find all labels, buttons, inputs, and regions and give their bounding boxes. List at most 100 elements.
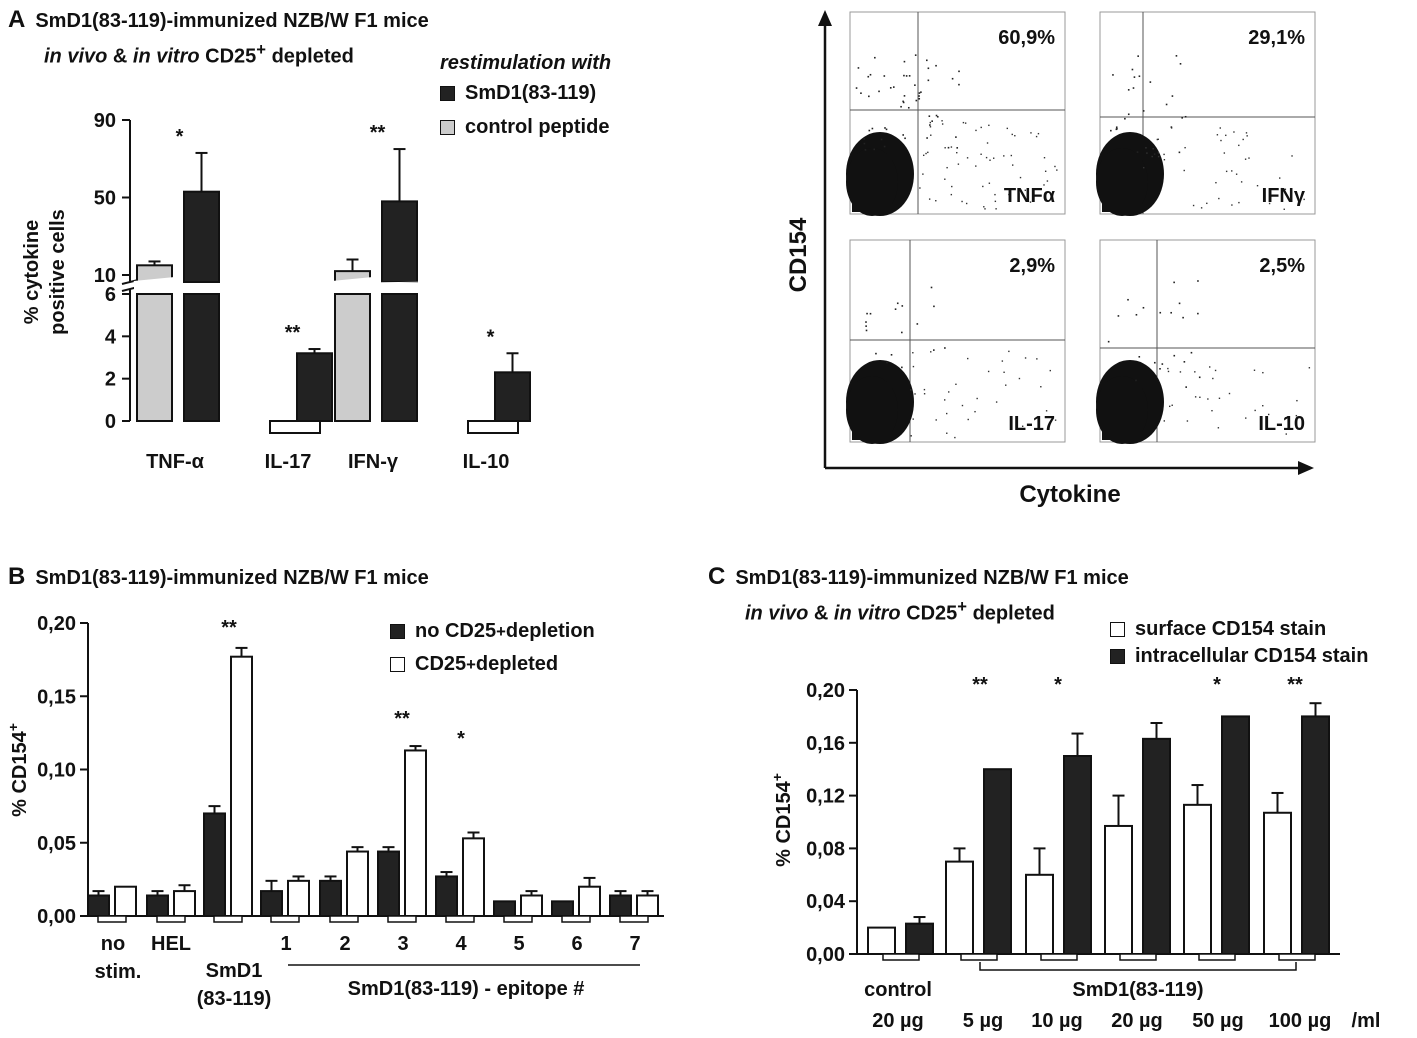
flow-dot bbox=[1116, 128, 1118, 130]
c-bar-intra-0 bbox=[905, 922, 934, 956]
a-break-strip bbox=[134, 283, 434, 293]
b-bar-nodepl-0 bbox=[87, 894, 110, 917]
b-zero-marker-4 bbox=[329, 915, 359, 923]
flow-dot bbox=[935, 200, 937, 202]
flow-dot bbox=[1248, 157, 1250, 159]
b-ytick-label: 0,05 bbox=[37, 833, 76, 855]
panel-c-legend-surface: surface CD154 stain bbox=[1110, 618, 1326, 641]
b-bar-nodepl-8 bbox=[551, 900, 574, 917]
c-xlabel-dose-4: 100 µg bbox=[1269, 1010, 1332, 1032]
c-ylabel: % CD154+ bbox=[769, 773, 795, 867]
flow-dot bbox=[1145, 147, 1147, 149]
b-xlabel-hel: HEL bbox=[151, 933, 191, 955]
b-bar-nodepl-9 bbox=[609, 894, 632, 917]
c-ytick-label: 0,16 bbox=[806, 733, 845, 755]
panel-a-legend-control: control peptide bbox=[440, 116, 609, 139]
flow-dot bbox=[1179, 371, 1182, 373]
flow-dot bbox=[989, 159, 991, 161]
flow-dot bbox=[1211, 409, 1213, 412]
b-zero-marker-0 bbox=[97, 915, 127, 923]
flow-dot bbox=[1285, 433, 1287, 435]
flow-dot bbox=[867, 75, 870, 78]
flow-dot bbox=[1225, 170, 1228, 173]
flow-dot bbox=[994, 193, 996, 196]
c-xlabel-group: SmD1(83-119) bbox=[1072, 979, 1203, 1001]
a-ylabel: % cytokine positive cells bbox=[21, 209, 69, 335]
flow-dot bbox=[1217, 427, 1220, 429]
a-bar-smd1-2-upper bbox=[381, 200, 418, 283]
flow-dot bbox=[865, 321, 867, 323]
flow-dot bbox=[878, 90, 880, 93]
panel-a-title: A SmD1(83-119)-immunized NZB/W F1 mice bbox=[8, 6, 429, 34]
flow-dot bbox=[922, 173, 924, 175]
flow-dot bbox=[1266, 426, 1268, 429]
flow-dot bbox=[873, 148, 876, 151]
flow-dot bbox=[922, 154, 925, 157]
flow-dot bbox=[1159, 311, 1162, 314]
b-xlabel-smd1-1: SmD1 bbox=[206, 960, 263, 982]
flow-dot bbox=[946, 412, 948, 415]
flow-dot bbox=[1218, 197, 1220, 200]
panel-a-letter: A bbox=[8, 6, 26, 33]
panel-c-cd25-sup: + bbox=[957, 597, 968, 616]
flow-dot bbox=[948, 391, 950, 393]
c-group-bracket bbox=[979, 962, 1297, 971]
b-bar-nodepl-5 bbox=[377, 850, 400, 917]
flow-dot bbox=[1215, 181, 1217, 184]
flow-dot bbox=[962, 121, 965, 124]
flow-dot bbox=[1153, 361, 1156, 364]
flow-dot bbox=[900, 105, 902, 108]
flow-dot bbox=[1182, 316, 1184, 319]
flow-dot bbox=[1253, 369, 1256, 371]
flow-dot bbox=[927, 67, 930, 70]
flow-dot bbox=[958, 70, 960, 73]
flow-dot bbox=[1220, 139, 1222, 142]
flow-dot bbox=[874, 56, 876, 59]
flow-dot bbox=[985, 156, 988, 159]
flow-dot bbox=[1024, 189, 1026, 192]
flow-dot bbox=[1003, 155, 1005, 157]
flow-dot bbox=[1216, 134, 1219, 136]
panel-b-chart: 0,000,050,100,150,20% CD154+*****nostim.… bbox=[5, 613, 664, 1010]
flow-dot bbox=[1112, 74, 1114, 76]
flow-dot bbox=[1012, 164, 1014, 166]
b-bar-depl-8 bbox=[578, 885, 601, 918]
flow-dot bbox=[865, 325, 867, 327]
a-bar-control-3-zero bbox=[467, 420, 519, 434]
flow-dot bbox=[894, 308, 897, 310]
flow-dot bbox=[1110, 129, 1112, 132]
b-ytick-label: 0,15 bbox=[37, 686, 76, 708]
b-bar-nodepl-6 bbox=[435, 875, 458, 918]
c-bar-surface-3 bbox=[1104, 824, 1133, 956]
flow-plot-1: 29,1% IFNγ bbox=[1096, 11, 1316, 216]
b-bar-depl-0 bbox=[114, 885, 137, 918]
flow-dot bbox=[995, 208, 997, 210]
flow-dot bbox=[954, 436, 956, 439]
flow-plot-3: 2,5% IL-10 bbox=[1096, 239, 1316, 444]
flow-dot bbox=[1198, 376, 1201, 379]
flow-dot bbox=[1183, 169, 1185, 172]
flow-dot bbox=[1214, 369, 1217, 372]
flow-dot bbox=[918, 92, 921, 94]
flow-dot bbox=[889, 87, 892, 89]
flow-dot bbox=[914, 393, 916, 395]
flow-dot bbox=[1006, 127, 1009, 130]
flow-dot bbox=[1225, 134, 1227, 137]
flow-dot bbox=[1231, 170, 1233, 172]
flow-dot bbox=[1279, 177, 1281, 179]
flow-dot bbox=[1181, 117, 1183, 119]
a-break-strip-edge bbox=[133, 281, 435, 287]
c-ytick-label: 0,04 bbox=[806, 891, 846, 913]
flow-dot bbox=[880, 138, 883, 141]
flow-dot bbox=[935, 64, 937, 67]
b-bar-nodepl-2 bbox=[203, 812, 226, 918]
b-xlabel-nostim-2: stim. bbox=[95, 961, 142, 983]
flow-dot bbox=[1262, 405, 1264, 407]
panel-c-invivo: in vivo bbox=[745, 602, 809, 625]
c-bar-surface-2 bbox=[1025, 873, 1054, 955]
flow-dot bbox=[946, 432, 948, 434]
b-sig-ep4: * bbox=[457, 728, 465, 750]
b-xlabel-epitope-3: 3 bbox=[397, 933, 408, 955]
flow-dot bbox=[1127, 298, 1129, 301]
flow-dot bbox=[1054, 419, 1057, 421]
